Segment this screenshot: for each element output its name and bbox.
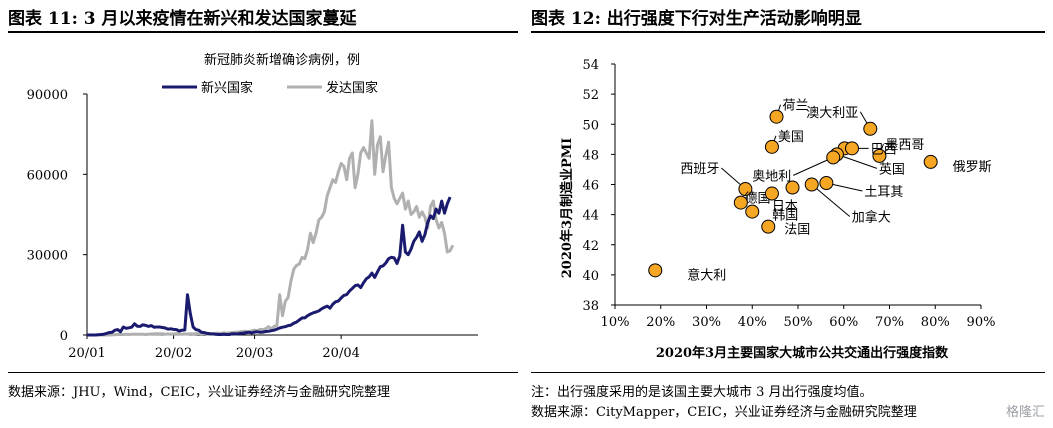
scatter-y-tick-label: 50 [582, 118, 599, 133]
legend-label-emerging: 新兴国家 [201, 80, 253, 96]
line-x-tick-label: 20/04 [322, 346, 359, 361]
line-chart-legend: 新兴国家 发达国家 [162, 80, 378, 96]
scatter-point [844, 141, 859, 156]
leader-line [793, 156, 834, 176]
scatter-point [648, 263, 663, 278]
scatter-point [738, 182, 753, 197]
scatter-point-label: 日本 [772, 200, 798, 215]
leader-line [811, 184, 851, 217]
scatter-y-tick-label: 54 [582, 58, 599, 73]
scatter-point-label: 美国 [778, 130, 804, 145]
series-line-emerging [87, 196, 452, 337]
scatter-point [804, 177, 819, 192]
line-y-tick-label: 30000 [27, 249, 68, 264]
right-note: 注：出行强度采用的是该国主要大城市 3 月出行强度均值。 [531, 385, 873, 400]
scatter-x-tick-label: 20% [646, 315, 675, 330]
scatter-y-tick-label: 48 [582, 148, 599, 163]
scatter-y-axis-label: 2020年3月制造业PMI [559, 138, 575, 278]
scatter-point [826, 150, 841, 165]
line-x-tick-label: 20/03 [236, 346, 273, 361]
scatter-point [872, 148, 887, 163]
scatter-point-label: 韩国 [772, 209, 798, 224]
scatter-point [745, 204, 760, 219]
series-line-developed [87, 119, 455, 337]
line-y-tick-label: 0 [60, 329, 68, 344]
figure-11-title: 图表 11: 3 月以来疫情在新兴和发达国家蔓延 [8, 9, 357, 29]
scatter-y-tick-label: 38 [582, 299, 599, 314]
line-chart: 新冠肺炎新增确诊病例，例 新兴国家 发达国家 0 30000 60000 90000 2… [27, 52, 478, 361]
scatter-point-label: 荷兰 [782, 99, 808, 114]
source-rule-right [531, 372, 1045, 373]
scatter-point-label: 澳大利亚 [806, 105, 858, 121]
scatter-point [769, 109, 784, 124]
line-chart-series [87, 119, 455, 337]
scatter-point-label: 法国 [784, 223, 810, 238]
line-x-tick-label: 20/01 [68, 346, 105, 361]
scatter-chart-axes: 38 40 42 44 46 48 50 52 54 10% 20% 30% 40% 50% 60% 70% 8… [582, 58, 995, 330]
scatter-x-tick-label: 40% [738, 315, 767, 330]
leader-line [836, 153, 878, 169]
scatter-chart: 2020年3月制造业PMI 2020年3月主要国家大城市公共交通出行强度指数 3… [559, 58, 995, 361]
scatter-y-tick-label: 40 [582, 269, 599, 284]
scatter-point [733, 195, 748, 210]
scatter-point-label: 英国 [879, 162, 905, 177]
scatter-point-label: 巴西 [871, 142, 897, 157]
scatter-x-tick-label: 60% [829, 315, 858, 330]
figure-12-title: 图表 12: 出行强度下行对生产活动影响明显 [531, 9, 862, 29]
scatter-x-tick-label: 70% [875, 315, 904, 330]
scatter-point-label: 土耳其 [864, 185, 903, 200]
scatter-point-label: 德国 [744, 192, 770, 207]
scatter-point-label: 加拿大 [852, 210, 891, 226]
title-rule-left [8, 31, 518, 33]
scatter-point [764, 139, 779, 154]
scatter-y-tick-label: 42 [582, 239, 599, 254]
source-rule-left [8, 372, 518, 373]
title-rule-right [531, 31, 1045, 33]
scatter-x-tick-label: 80% [921, 315, 950, 330]
scatter-point [923, 154, 938, 169]
scatter-point-label: 意大利 [687, 267, 726, 283]
line-x-tick-label: 20/02 [155, 346, 192, 361]
scatter-point-label: 俄罗斯 [953, 160, 992, 175]
right-source: 数据来源：CityMapper，CEIC，兴业证券经济与金融研究院整理 [531, 405, 917, 420]
scatter-point [819, 175, 834, 190]
line-chart-axes: 0 30000 60000 90000 20/01 20/02 20/03 20/04 [27, 88, 478, 361]
scatter-x-axis-label: 2020年3月主要国家大城市公共交通出行强度指数 [656, 345, 949, 361]
left-source: 数据来源：JHU，Wind，CEIC，兴业证券经济与金融研究院整理 [8, 385, 391, 400]
scatter-x-tick-label: 10% [601, 315, 630, 330]
legend-label-developed: 发达国家 [326, 80, 378, 96]
line-y-tick-label: 60000 [27, 168, 68, 183]
scatter-y-tick-label: 44 [582, 209, 599, 224]
scatter-y-tick-label: 52 [582, 88, 599, 103]
line-y-tick-label: 90000 [27, 88, 68, 103]
scatter-y-tick-label: 46 [582, 179, 599, 194]
line-chart-title: 新冠肺炎新增确诊病例，例 [204, 52, 360, 68]
scatter-point-label: 墨西哥 [885, 138, 924, 153]
watermark: 格隆汇 [1005, 405, 1045, 420]
scatter-x-tick-label: 30% [692, 315, 721, 330]
scatter-point [761, 219, 776, 234]
scatter-x-tick-label: 90% [967, 315, 996, 330]
scatter-point-label: 奥地利 [752, 169, 791, 184]
scatter-x-tick-label: 50% [784, 315, 813, 330]
scatter-point [785, 180, 800, 195]
scatter-point [764, 186, 779, 201]
scatter-point-label: 西班牙 [680, 162, 719, 177]
scatter-point [863, 121, 878, 136]
